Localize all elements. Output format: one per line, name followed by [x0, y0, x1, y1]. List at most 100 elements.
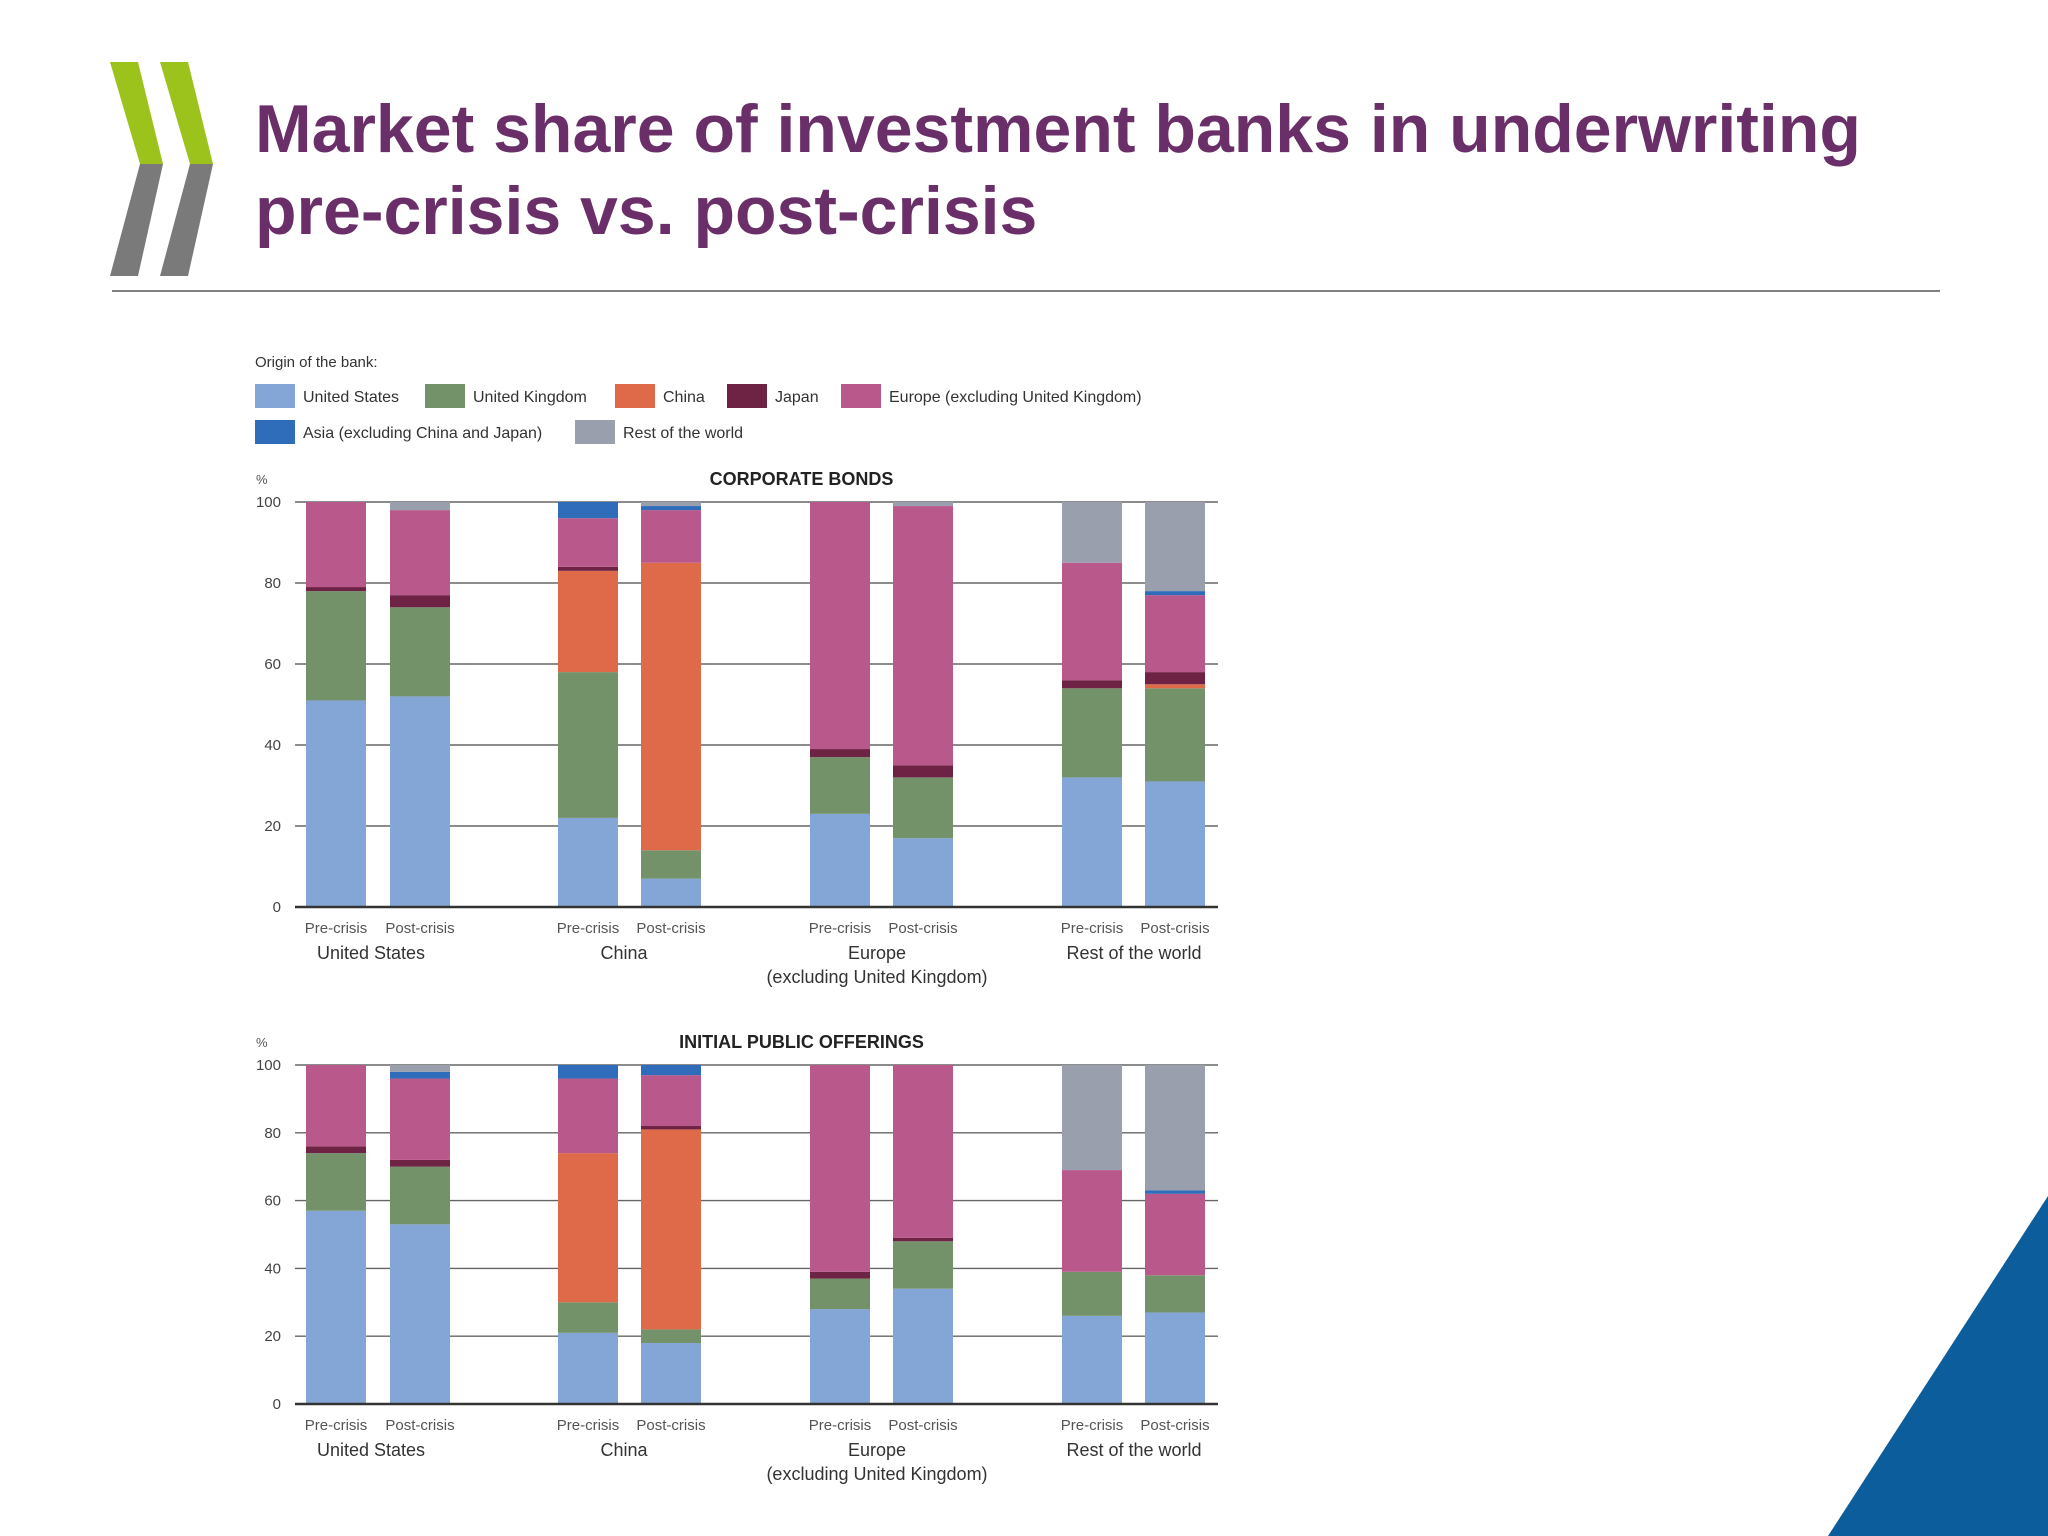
bar-6-japan [893, 765, 953, 778]
bar-5-japan [810, 1271, 870, 1279]
group-label-3: Europe [848, 943, 906, 963]
logo-left-chevron-bottom [110, 164, 163, 276]
x-tick-label-8: Post-crisis [1140, 1417, 1209, 1434]
oecd-chevron-logo [110, 62, 213, 276]
bar-8-rest-of-the-world [1145, 1065, 1205, 1191]
x-tick-label-6: Post-crisis [888, 920, 957, 937]
x-tick-label-6: Post-crisis [888, 1417, 957, 1434]
bar-4-rest-of-the-world [641, 502, 701, 507]
legend-title: Origin of the bank: [255, 354, 378, 371]
bar-2-europe-excluding-united-kingdom [390, 1078, 450, 1160]
bar-5-united-states [810, 813, 870, 907]
x-tick-label-1: Pre-crisis [305, 1417, 368, 1434]
bar-7-rest-of-the-world [1062, 1065, 1122, 1171]
bar-8-rest-of-the-world [1145, 502, 1205, 592]
bar-4-united-states [641, 878, 701, 907]
bar-7-japan [1062, 680, 1122, 689]
bar-7-united-states [1062, 1315, 1122, 1404]
legend-swatch-eu [841, 384, 881, 408]
bar-1-united-states [306, 1210, 366, 1404]
bar-5-europe-excluding-united-kingdom [810, 1065, 870, 1272]
bar-8-united-states [1145, 1312, 1205, 1404]
x-tick-label-8: Post-crisis [1140, 920, 1209, 937]
bar-1-japan [306, 1146, 366, 1154]
x-tick-label-3: Pre-crisis [557, 1417, 620, 1434]
bar-8-united-kingdom [1145, 1275, 1205, 1313]
bar-2-united-states [390, 1224, 450, 1404]
bar-1-united-kingdom [306, 1153, 366, 1211]
bar-7-united-kingdom [1062, 1271, 1122, 1316]
y-tick-label-100: 100 [256, 1057, 281, 1074]
bar-4-japan [641, 1126, 701, 1130]
x-tick-label-3: Pre-crisis [557, 920, 620, 937]
group-label-3-line-2: (excluding United Kingdom) [766, 967, 987, 987]
y-tick-label-40: 40 [264, 1260, 281, 1277]
bar-6-united-kingdom [893, 777, 953, 839]
bar-8-united-kingdom [1145, 688, 1205, 782]
bar-8-europe-excluding-united-kingdom [1145, 595, 1205, 673]
bar-1-united-states [306, 700, 366, 907]
x-tick-label-7: Pre-crisis [1061, 920, 1124, 937]
y-tick-label-80: 80 [264, 575, 281, 592]
legend-swatch-uk [425, 384, 465, 408]
bar-5-united-kingdom [810, 757, 870, 814]
bar-6-europe-excluding-united-kingdom [893, 506, 953, 766]
y-tick-label-40: 40 [264, 737, 281, 754]
bar-4-europe-excluding-united-kingdom [641, 510, 701, 563]
bar-1-europe-excluding-united-kingdom [306, 1065, 366, 1147]
corner-triangle [1828, 1196, 2048, 1536]
bar-7-united-states [1062, 777, 1122, 907]
bar-5-united-kingdom [810, 1278, 870, 1310]
bar-6-united-states [893, 838, 953, 907]
slide-title-line-1: Market share of investment banks in unde… [255, 91, 1861, 167]
y-axis-unit: % [256, 472, 268, 487]
bar-6-united-states [893, 1288, 953, 1404]
chart-title: INITIAL PUBLIC OFFERINGS [679, 1032, 924, 1052]
bar-8-united-states [1145, 781, 1205, 907]
bar-3-china [558, 570, 618, 673]
bar-7-europe-excluding-united-kingdom [1062, 562, 1122, 681]
bar-2-europe-excluding-united-kingdom [390, 510, 450, 596]
bar-2-united-states [390, 696, 450, 907]
group-label-3: Europe [848, 1440, 906, 1460]
bar-1-japan [306, 587, 366, 592]
group-label-1: United States [317, 1440, 425, 1460]
bar-7-rest-of-the-world [1062, 502, 1122, 563]
group-label-4: Rest of the world [1066, 943, 1201, 963]
slide-title: Market share of investment banks in unde… [255, 88, 1955, 252]
bar-4-asia-excluding-china-and-japan [641, 506, 701, 511]
bar-2-rest-of-the-world [390, 1065, 450, 1072]
group-label-2: China [600, 943, 648, 963]
y-axis-unit: % [256, 1035, 268, 1050]
bar-3-united-kingdom [558, 1302, 618, 1333]
bar-4-asia-excluding-china-and-japan [641, 1065, 701, 1076]
bar-5-united-states [810, 1309, 870, 1404]
chart-title: CORPORATE BONDS [710, 469, 894, 489]
bar-8-china [1145, 684, 1205, 689]
bar-4-united-states [641, 1342, 701, 1404]
legend-label-eu: Europe (excluding United Kingdom) [889, 389, 1142, 406]
bar-3-asia-excluding-china-and-japan [558, 1065, 618, 1079]
bar-8-japan [1145, 672, 1205, 685]
logo-right-chevron-bottom [160, 164, 213, 276]
x-tick-label-7: Pre-crisis [1061, 1417, 1124, 1434]
bar-4-united-kingdom [641, 1329, 701, 1343]
legend-label-rw: Rest of the world [623, 425, 743, 442]
y-tick-label-0: 0 [273, 899, 281, 916]
legend-swatch-cn [615, 384, 655, 408]
legend-swatch-as [255, 420, 295, 444]
bar-8-europe-excluding-united-kingdom [1145, 1193, 1205, 1276]
group-label-4: Rest of the world [1066, 1440, 1201, 1460]
legend-label-us: United States [303, 389, 399, 406]
x-tick-label-2: Post-crisis [385, 1417, 454, 1434]
x-tick-label-2: Post-crisis [385, 920, 454, 937]
bar-2-united-kingdom [390, 1166, 450, 1225]
bar-6-europe-excluding-united-kingdom [893, 1065, 953, 1238]
legend-label-jp: Japan [775, 389, 819, 406]
bar-7-united-kingdom [1062, 688, 1122, 778]
legend-swatch-rw [575, 420, 615, 444]
bar-4-europe-excluding-united-kingdom [641, 1075, 701, 1127]
bar-3-japan [558, 566, 618, 571]
bar-6-japan [893, 1237, 953, 1242]
bar-2-united-kingdom [390, 607, 450, 697]
